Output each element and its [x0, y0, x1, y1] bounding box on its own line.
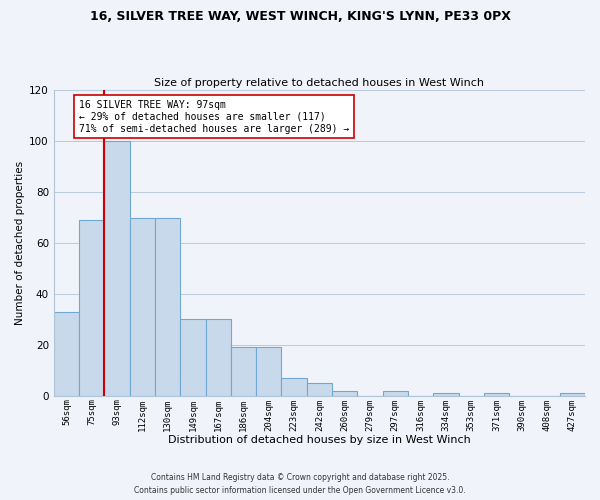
Bar [206, 320, 231, 396]
Bar [484, 394, 509, 396]
Bar [130, 218, 155, 396]
Bar [79, 220, 104, 396]
Bar [560, 394, 585, 396]
X-axis label: Distribution of detached houses by size in West Winch: Distribution of detached houses by size … [168, 435, 471, 445]
Bar [155, 218, 180, 396]
Bar [256, 348, 281, 396]
Bar [104, 141, 130, 396]
Bar [231, 348, 256, 396]
Bar [383, 390, 408, 396]
Bar [180, 320, 206, 396]
Text: 16 SILVER TREE WAY: 97sqm
← 29% of detached houses are smaller (117)
71% of semi: 16 SILVER TREE WAY: 97sqm ← 29% of detac… [79, 100, 349, 134]
Bar [332, 390, 358, 396]
Bar [307, 383, 332, 396]
Bar [433, 394, 458, 396]
Text: 16, SILVER TREE WAY, WEST WINCH, KING'S LYNN, PE33 0PX: 16, SILVER TREE WAY, WEST WINCH, KING'S … [89, 10, 511, 23]
Bar [281, 378, 307, 396]
Bar [54, 312, 79, 396]
Title: Size of property relative to detached houses in West Winch: Size of property relative to detached ho… [154, 78, 484, 88]
Y-axis label: Number of detached properties: Number of detached properties [15, 161, 25, 325]
Text: Contains HM Land Registry data © Crown copyright and database right 2025.
Contai: Contains HM Land Registry data © Crown c… [134, 474, 466, 495]
